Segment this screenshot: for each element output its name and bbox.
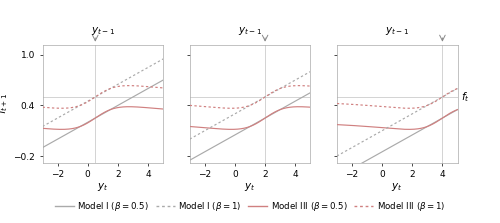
Legend: Model I ($\beta = 0.5$), Model I ($\beta = 1$), Model III ($\beta = 0.5$), Model: Model I ($\beta = 0.5$), Model I ($\beta… <box>52 197 448 217</box>
Title: $y_{t-1}$: $y_{t-1}$ <box>385 25 409 37</box>
X-axis label: $y_t$: $y_t$ <box>392 181 403 193</box>
Title: $y_{t-1}$: $y_{t-1}$ <box>90 25 115 37</box>
Y-axis label: $f_{t+1}$: $f_{t+1}$ <box>0 93 10 114</box>
Title: $y_{t-1}$: $y_{t-1}$ <box>238 25 262 37</box>
X-axis label: $y_t$: $y_t$ <box>97 181 108 193</box>
Text: $f_t$: $f_t$ <box>461 90 470 104</box>
X-axis label: $y_t$: $y_t$ <box>244 181 256 193</box>
